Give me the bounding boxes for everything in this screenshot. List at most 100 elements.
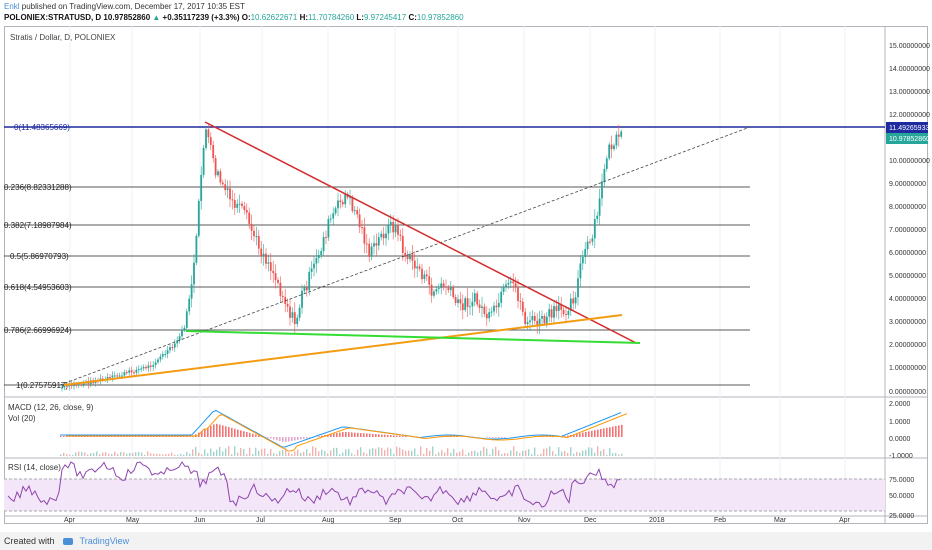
candle-body bbox=[399, 234, 402, 236]
time-axis-label: Aug bbox=[322, 517, 335, 524]
candle-body bbox=[572, 298, 575, 304]
volume-bar bbox=[132, 452, 134, 456]
candle-body bbox=[68, 384, 71, 387]
volume-bar bbox=[333, 447, 335, 456]
volume-bar bbox=[465, 454, 467, 456]
volume-bar bbox=[573, 453, 575, 456]
candle-body bbox=[447, 287, 450, 291]
candle-body bbox=[584, 249, 587, 258]
candle-body bbox=[142, 366, 145, 369]
candle-body bbox=[529, 320, 531, 323]
volume-bar bbox=[585, 449, 587, 456]
time-axis-label: Nov bbox=[518, 517, 531, 524]
price-axis-label: 5.00000000 bbox=[889, 273, 926, 280]
orange-ascending-trendline[interactable] bbox=[63, 314, 623, 386]
rsi-axis-label: 50.0000 bbox=[889, 493, 914, 500]
candle-body bbox=[526, 322, 529, 324]
candle-body bbox=[593, 219, 596, 239]
volume-bar bbox=[195, 446, 197, 456]
candle-body bbox=[413, 260, 416, 269]
candle-body bbox=[394, 224, 397, 233]
volume-bar bbox=[540, 453, 542, 456]
candle-body bbox=[483, 306, 486, 314]
red-descending-trendline[interactable] bbox=[204, 121, 637, 344]
change-arrow-icon: ▲ bbox=[152, 13, 161, 22]
candle-body bbox=[617, 134, 620, 137]
volume-bar bbox=[129, 452, 131, 456]
macd-hist-bar bbox=[549, 436, 551, 437]
price-badge-current bbox=[886, 133, 928, 144]
candle-body bbox=[332, 213, 335, 219]
volume-bar bbox=[273, 453, 275, 456]
macd-hist-bar bbox=[240, 430, 242, 437]
price-axis[interactable]: 15.00000000 14.00000000 13.00000000 12.0000… bbox=[889, 43, 930, 396]
volume-bar bbox=[240, 447, 242, 456]
volume-bar bbox=[108, 453, 110, 456]
volume-bar bbox=[378, 447, 380, 456]
time-axis-label: Jun bbox=[194, 517, 205, 524]
green-support-trendline[interactable] bbox=[185, 330, 641, 344]
time-axis-label: May bbox=[126, 517, 140, 524]
macd-hist-bar bbox=[300, 437, 302, 440]
macd-hist-bar bbox=[63, 436, 65, 437]
volume-bar bbox=[156, 453, 158, 456]
volume-bar bbox=[525, 450, 527, 456]
macd-hist-bar bbox=[201, 430, 203, 437]
volume-bar bbox=[294, 451, 296, 456]
price-axis-label: 6.00000000 bbox=[889, 250, 926, 257]
tradingview-link[interactable]: TradingView bbox=[79, 536, 130, 546]
price-axis-label: 12.00000000 bbox=[889, 112, 930, 119]
volume-bar bbox=[312, 446, 314, 456]
vertical-gridlines bbox=[69, 26, 846, 516]
volume-bar bbox=[60, 454, 62, 456]
macd-hist-bar bbox=[318, 436, 320, 437]
candle-body bbox=[425, 274, 428, 277]
dashed-trendline[interactable] bbox=[59, 126, 751, 386]
candle-body bbox=[473, 293, 476, 302]
fib-label-0786: 0.786(2.66996924) bbox=[4, 326, 72, 335]
macd-hist-bar bbox=[588, 431, 590, 437]
volume-bar bbox=[450, 452, 452, 456]
author-link[interactable]: Enkl bbox=[4, 2, 20, 11]
volume-bar bbox=[177, 454, 179, 456]
volume-bar bbox=[345, 449, 347, 456]
volume-bar bbox=[249, 447, 251, 456]
candle-body bbox=[296, 317, 299, 325]
candle-body bbox=[430, 284, 433, 296]
macd-hist-bar bbox=[309, 437, 311, 438]
macd-hist-bar bbox=[375, 434, 377, 437]
volume-bar bbox=[582, 450, 584, 456]
macd-hist-bar bbox=[399, 435, 401, 437]
candle-body bbox=[171, 347, 174, 349]
candle-body bbox=[121, 375, 123, 377]
signal-line bbox=[66, 413, 628, 452]
candle-body bbox=[577, 278, 579, 298]
macd-hist-bar bbox=[387, 434, 389, 437]
macd-hist-bar bbox=[210, 426, 212, 437]
candle-body bbox=[361, 227, 363, 229]
candle-body bbox=[260, 248, 263, 257]
fibonacci-retracement[interactable] bbox=[4, 126, 750, 386]
candle-body bbox=[241, 203, 243, 207]
fib-label-1: 1(0.27575917) bbox=[16, 381, 68, 390]
volume-bar bbox=[615, 452, 617, 456]
close-label: C: bbox=[408, 13, 417, 22]
volume-bar bbox=[87, 454, 89, 456]
candle-body bbox=[197, 200, 200, 236]
volume-bar bbox=[246, 454, 248, 456]
volume-bar bbox=[192, 449, 194, 456]
volume-bar bbox=[432, 446, 434, 456]
time-axis[interactable]: Apr May Jun Jul Aug Sep Oct Nov Dec 2018 Feb Mar Apr bbox=[64, 517, 851, 524]
volume-bar bbox=[498, 450, 500, 456]
candle-body bbox=[137, 369, 140, 371]
volume-bar bbox=[456, 452, 458, 456]
volume-bar bbox=[141, 452, 143, 456]
macd-hist-bar bbox=[321, 435, 323, 437]
candle-body bbox=[250, 223, 253, 231]
volume-bar bbox=[276, 453, 278, 456]
candle-body bbox=[106, 377, 109, 380]
candle-body bbox=[375, 243, 378, 246]
candle-body bbox=[202, 148, 205, 175]
volume-bar bbox=[459, 451, 461, 456]
